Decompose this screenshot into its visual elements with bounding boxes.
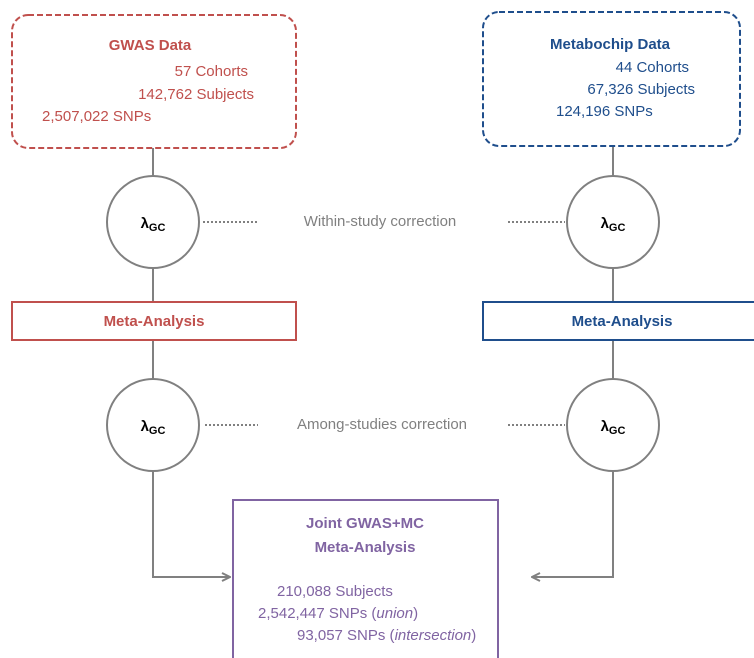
text: 93,057 SNPs ( [297, 627, 395, 644]
joint-title: Meta-Analysis [315, 539, 416, 556]
svg-text:λGC: λGC [601, 215, 626, 234]
joint-line: 2,542,447 SNPs (union) [258, 605, 418, 622]
metabochip-line: 124,196 SNPs [556, 103, 653, 120]
gwas-box [11, 14, 297, 149]
svg-text:λGC: λGC [601, 418, 626, 437]
correction-label: Among-studies correction [297, 416, 467, 433]
text: ) [413, 605, 418, 622]
gwas-line: 2,507,022 SNPs [42, 108, 151, 125]
metabochip-line: 67,326 Subjects [587, 81, 695, 98]
text: union [376, 605, 413, 622]
symbol: λ [141, 215, 150, 232]
lambda-circle: λGC [106, 175, 200, 269]
metabochip-title: Metabochip Data [550, 36, 671, 53]
meta-right-box [482, 301, 754, 341]
symbol: λ [601, 418, 610, 435]
svg-text:λGC: λGC [141, 215, 166, 234]
lambda-circle: λGC [566, 175, 660, 269]
metabochip-line: 44 Cohorts [616, 59, 689, 76]
symbol: λ [601, 215, 610, 232]
meta-left-label: Meta-Analysis [104, 313, 205, 330]
meta-right-label: Meta-Analysis [572, 313, 673, 330]
text: ) [471, 627, 476, 644]
metabochip-box [482, 11, 741, 147]
subscript: GC [609, 425, 626, 437]
arrow [152, 471, 230, 577]
gwas-title: GWAS Data [109, 37, 192, 54]
gwas-line: 57 Cohorts [175, 63, 248, 80]
meta-left-box [11, 301, 297, 341]
joint-line: 93,057 SNPs (intersection) [297, 627, 476, 644]
joint-box [232, 499, 499, 658]
text: intersection [395, 627, 472, 644]
joint-title: Joint GWAS+MC [306, 515, 424, 532]
text: 210,088 Subjects [277, 583, 393, 600]
correction-label: Within-study correction [304, 213, 457, 230]
subscript: GC [609, 222, 626, 234]
arrow [532, 471, 614, 577]
gwas-line: 142,762 Subjects [138, 86, 254, 103]
joint-line: 210,088 Subjects [277, 583, 393, 600]
symbol: λ [141, 418, 150, 435]
svg-text:λGC: λGC [141, 418, 166, 437]
text: 2,542,447 SNPs ( [258, 605, 376, 622]
lambda-circle: λGC [106, 378, 200, 472]
lambda-circle: λGC [566, 378, 660, 472]
subscript: GC [149, 222, 166, 234]
subscript: GC [149, 425, 166, 437]
